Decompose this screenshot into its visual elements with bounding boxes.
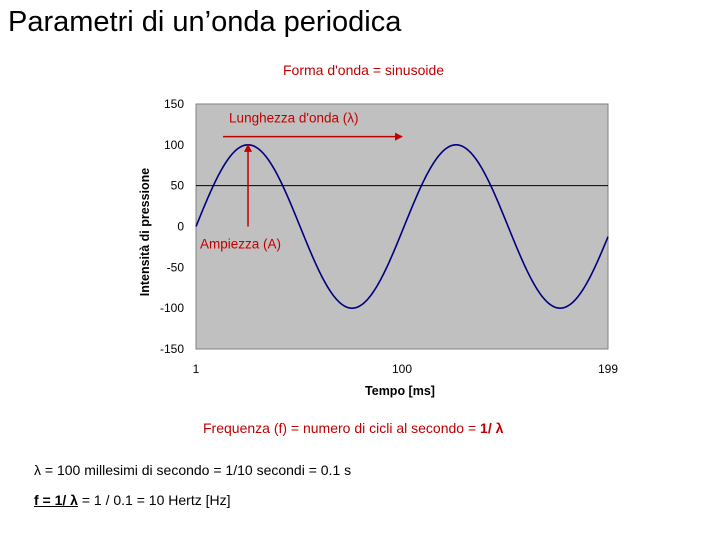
x-tick-label: 100: [392, 362, 412, 376]
y-tick-label: -50: [167, 260, 185, 274]
frequency-definition: Frequenza (f) = numero di cicli al secon…: [203, 420, 503, 436]
chart-title: Forma d'onda = sinusoide: [283, 62, 445, 78]
sine-wave-line: [195, 144, 609, 309]
frequency-formula: 1/ λ: [480, 420, 504, 436]
x-tick-label: 199: [598, 362, 618, 376]
y-tick-label: 150: [164, 97, 184, 111]
frequency-calculation: f = 1/ λ = 1 / 0.1 = 10 Hertz [Hz]: [34, 492, 231, 508]
sine-chart: 150 100 50 0 -50 -100 -150 1 100 199 Lunghezza d…: [138, 97, 618, 398]
amplitude-label: Ampiezza (A): [200, 237, 281, 252]
frequency-formula-underlined: f = 1/ λ: [34, 492, 78, 508]
plot-area: [195, 103, 609, 350]
y-tick-label: -150: [160, 342, 184, 356]
x-axis-label: Tempo [ms]: [365, 384, 435, 398]
y-tick-label: -100: [160, 301, 184, 315]
wavelength-value: λ = 100 millesimi di secondo = 1/10 seco…: [34, 462, 352, 478]
frequency-result: = 1 / 0.1 = 10 Hertz [Hz]: [77, 492, 231, 508]
wavelength-label: Lunghezza d'onda (λ): [229, 111, 358, 126]
y-tick-label: 100: [164, 138, 184, 152]
y-tick-label: 0: [177, 220, 184, 234]
y-axis-label: Intensità di pressione: [138, 168, 152, 297]
frequency-text: Frequenza (f) = numero di cicli al secon…: [203, 420, 481, 436]
x-tick-label: 1: [193, 362, 200, 376]
y-tick-label: 50: [171, 179, 185, 193]
slide-title: Parametri di un’onda periodica: [8, 6, 402, 38]
